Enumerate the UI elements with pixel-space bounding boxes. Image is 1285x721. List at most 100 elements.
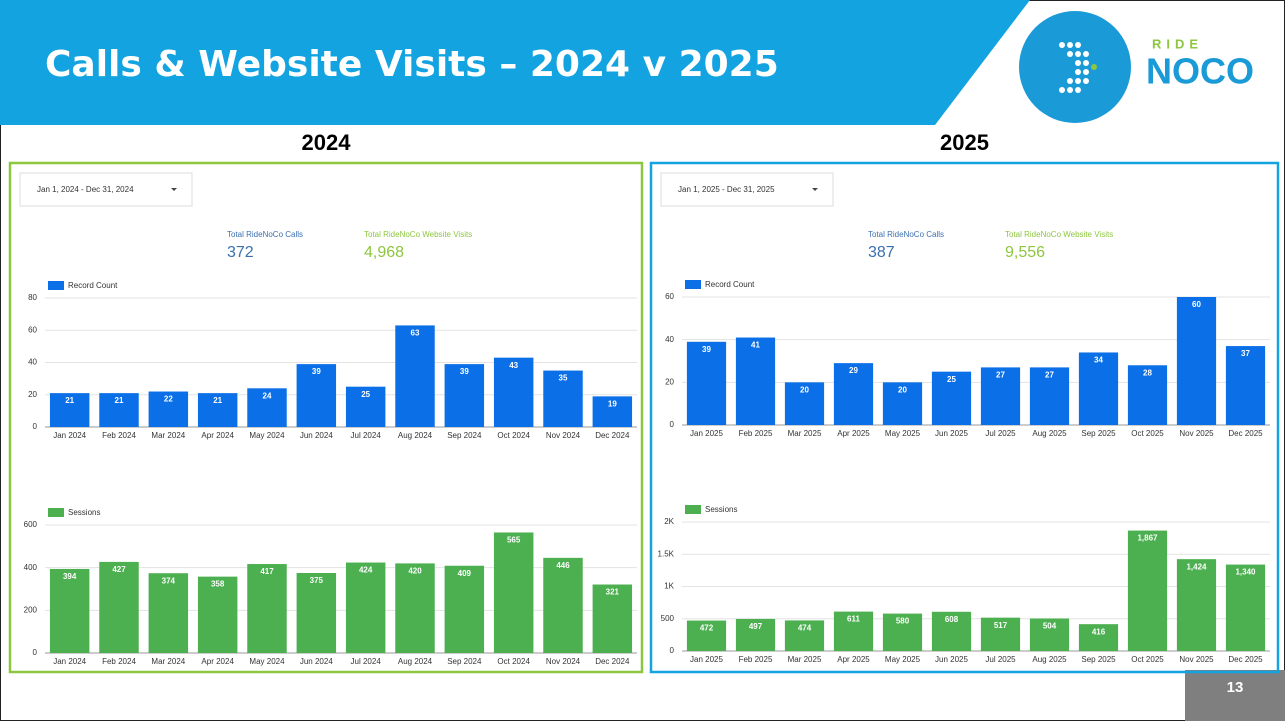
bar — [1078, 624, 1119, 651]
x-tick-label: Feb 2024 — [102, 657, 136, 666]
value-label: 608 — [945, 615, 959, 624]
kpi-value: 372 — [227, 244, 254, 261]
value-label: 611 — [847, 615, 860, 624]
y-tick-label: 20 — [665, 377, 674, 386]
bar — [882, 382, 923, 425]
bar — [543, 370, 583, 427]
date-range: Jan 1, 2024 - Dec 31, 2024 — [37, 185, 134, 194]
y-tick-label: 60 — [28, 325, 37, 334]
x-tick-label: Nov 2024 — [546, 657, 581, 666]
header-band — [0, 0, 1030, 125]
y-tick-label: 500 — [661, 614, 675, 623]
bar — [686, 620, 727, 651]
bar — [444, 364, 485, 427]
value-label: 358 — [211, 580, 225, 589]
value-label: 39 — [702, 345, 711, 354]
value-label: 60 — [1192, 300, 1201, 309]
value-label: 417 — [260, 567, 274, 576]
panel-year: 2024 — [302, 130, 352, 155]
bar — [931, 611, 972, 651]
value-label: 497 — [749, 622, 763, 631]
date-range: Jan 1, 2025 - Dec 31, 2025 — [678, 185, 775, 194]
bar — [444, 565, 485, 653]
x-tick-label: Aug 2025 — [1032, 429, 1067, 438]
x-tick-label: May 2024 — [249, 431, 285, 440]
y-tick-label: 0 — [670, 420, 675, 429]
legend-swatch — [685, 505, 701, 514]
legend-swatch — [685, 280, 701, 289]
y-tick-label: 1.5K — [658, 549, 675, 558]
date-range-control[interactable] — [660, 172, 834, 207]
value-label: 504 — [1043, 622, 1057, 631]
bar — [296, 573, 337, 653]
value-label: 394 — [63, 572, 77, 581]
x-tick-label: Feb 2025 — [739, 655, 773, 664]
dropdown-arrow — [812, 188, 818, 191]
x-tick-label: Oct 2024 — [497, 431, 530, 440]
value-label: 1,424 — [1186, 562, 1207, 571]
dropdown-arrow — [171, 188, 177, 191]
kpi-label: Total RideNoCo Calls — [868, 230, 944, 239]
value-label: 517 — [994, 621, 1008, 630]
bar — [148, 573, 189, 653]
date-range-control[interactable] — [19, 172, 193, 207]
x-tick-label: Aug 2025 — [1032, 655, 1067, 664]
bar — [543, 557, 583, 653]
x-tick-label: Jul 2025 — [985, 429, 1016, 438]
bar — [148, 391, 189, 427]
x-tick-label: Mar 2025 — [788, 655, 822, 664]
value-label: 21 — [115, 396, 124, 405]
x-tick-label: Apr 2024 — [201, 657, 234, 666]
logo-dots — [1059, 42, 1097, 93]
page-number-box — [1185, 670, 1285, 721]
value-label: 41 — [751, 341, 760, 350]
bar — [980, 367, 1021, 425]
value-label: 474 — [798, 624, 812, 633]
bar — [735, 618, 776, 651]
x-tick-label: Jan 2024 — [53, 657, 86, 666]
value-label: 21 — [65, 396, 74, 405]
x-tick-label: Dec 2024 — [595, 431, 630, 440]
bar — [784, 620, 825, 651]
bar — [980, 617, 1021, 651]
bar — [1078, 352, 1119, 425]
bar — [1029, 367, 1070, 425]
bar — [197, 393, 238, 427]
panel-year: 2025 — [940, 130, 989, 155]
value-label: 375 — [310, 576, 324, 585]
bar — [686, 341, 727, 425]
x-tick-label: Sep 2025 — [1081, 429, 1116, 438]
x-tick-label: May 2024 — [249, 657, 285, 666]
value-label: 28 — [1143, 368, 1152, 377]
bar — [833, 611, 874, 651]
value-label: 39 — [460, 367, 469, 376]
x-tick-label: Oct 2024 — [497, 657, 530, 666]
bar — [1029, 618, 1070, 651]
legend-swatch — [48, 508, 64, 517]
bar — [735, 337, 776, 425]
x-tick-label: Feb 2025 — [739, 429, 773, 438]
kpi-label: Total RideNoCo Calls — [227, 230, 303, 239]
value-label: 27 — [1045, 371, 1054, 380]
bar — [99, 561, 139, 653]
bar — [833, 363, 874, 425]
bar — [1127, 365, 1168, 425]
y-tick-label: 0 — [33, 648, 38, 657]
legend-label: Sessions — [705, 505, 737, 514]
x-tick-label: Dec 2024 — [595, 657, 630, 666]
legend-label: Record Count — [705, 280, 755, 289]
value-label: 43 — [509, 361, 518, 370]
value-label: 416 — [1092, 627, 1106, 636]
bar — [493, 357, 534, 427]
x-tick-label: Apr 2025 — [837, 429, 870, 438]
kpi-value: 9,556 — [1005, 244, 1045, 261]
bar — [1225, 346, 1266, 425]
value-label: 20 — [898, 385, 907, 394]
legend-label: Record Count — [68, 281, 118, 290]
x-tick-label: Oct 2025 — [1131, 429, 1164, 438]
x-tick-label: Apr 2024 — [201, 431, 234, 440]
bar — [247, 388, 287, 427]
x-tick-label: Jan 2024 — [53, 431, 86, 440]
y-tick-label: 2K — [664, 517, 674, 526]
